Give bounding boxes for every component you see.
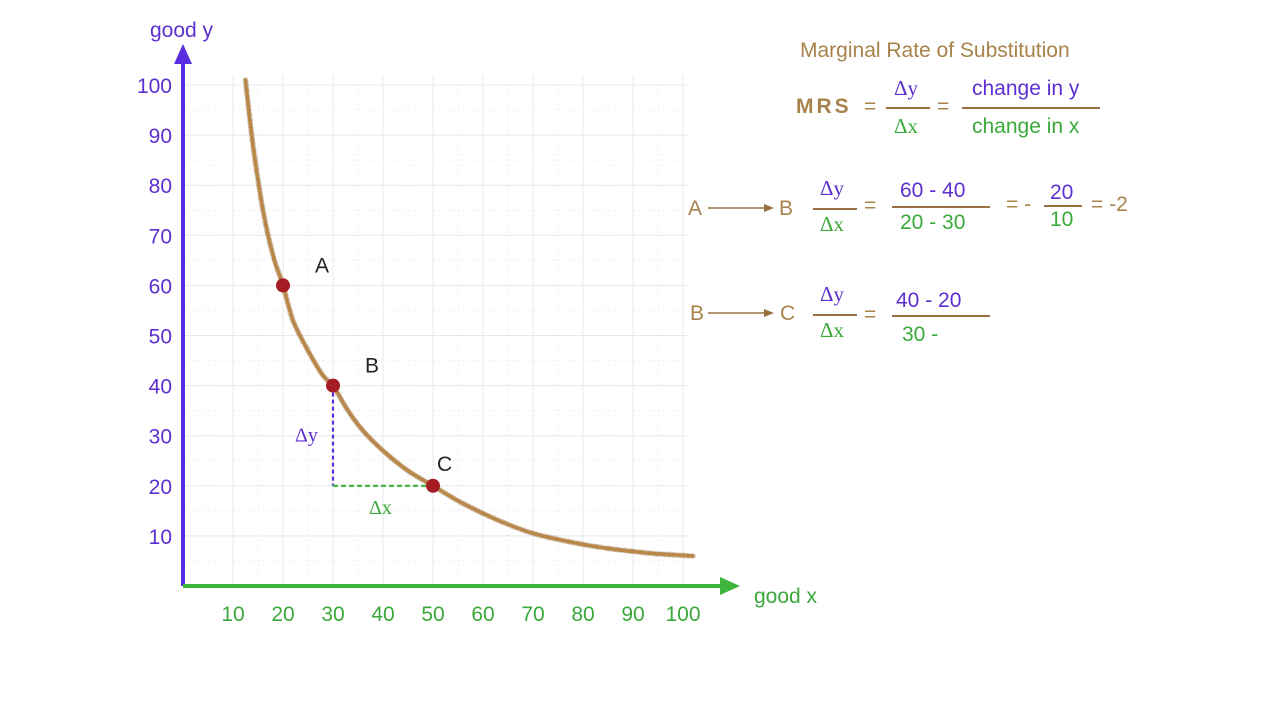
step-ab-from: A	[688, 197, 703, 220]
step-bc-value-line	[892, 315, 990, 317]
step-ab-negation: = -	[1006, 193, 1032, 216]
x-axis-arrow-icon	[720, 577, 740, 595]
step-ab-numerator: 60 - 40	[900, 179, 966, 202]
step-ab-delta-y: Δy	[820, 176, 845, 200]
change-in-x: change in x	[972, 115, 1080, 138]
step-ab-simplified-line	[1044, 205, 1082, 207]
x-tick-label: 10	[221, 603, 244, 626]
step-ab-value-line	[892, 206, 990, 208]
x-tick-label: 50	[421, 603, 444, 626]
y-tick-label: 70	[149, 225, 172, 248]
y-tick-label: 10	[149, 526, 172, 549]
x-axis-title: good x	[754, 585, 818, 608]
point-label-b: B	[365, 355, 379, 378]
y-tick-label: 20	[149, 476, 172, 499]
curve-point-b	[326, 378, 340, 393]
y-axis-arrow-icon	[174, 44, 192, 64]
change-in-y: change in y	[972, 77, 1080, 100]
chart-grid	[183, 74, 688, 586]
x-tick-label: 90	[621, 603, 644, 626]
step-ab-fraction-line	[813, 208, 857, 210]
y-tick-label: 80	[149, 175, 172, 198]
x-tick-label: 80	[571, 603, 594, 626]
points: A B C	[276, 254, 452, 493]
step-ab-numerator-2: 20	[1050, 181, 1074, 204]
delta-x-label: Δx	[369, 497, 392, 519]
step-bc-fraction-line	[813, 314, 857, 316]
tick-labels: 10 20 30 40 50 60 70 80 90 100 10 20 30 40 50 60 70 80 90 1…	[137, 75, 701, 626]
step-ab-delta-x: Δx	[820, 212, 845, 236]
y-tick-label: 100	[137, 75, 172, 98]
delta-guides: Δy Δx	[295, 385, 433, 519]
indifference-curve-shadow	[242, 77, 696, 559]
delta-y-label: Δy	[295, 425, 318, 447]
mrs-delta-x: Δx	[894, 114, 919, 138]
y-tick-label: 30	[149, 426, 172, 449]
mrs-equals: =	[864, 95, 877, 118]
x-tick-label: 20	[271, 603, 294, 626]
step-ab-equals: =	[864, 194, 877, 217]
curve-point-c	[426, 478, 440, 493]
indifference-curve	[243, 78, 695, 558]
point-label-c: C	[437, 453, 452, 476]
y-tick-label: 90	[149, 125, 172, 148]
step-bc-to: C	[780, 302, 796, 325]
mrs-delta-y: Δy	[894, 76, 919, 100]
y-tick-label: 50	[149, 326, 172, 349]
x-tick-label: 100	[665, 603, 700, 626]
mrs-equals-2: =	[937, 95, 950, 118]
step-bc-delta-x: Δx	[820, 318, 845, 342]
step-ab-result: = -2	[1091, 193, 1128, 216]
mrs-fraction-line	[886, 107, 930, 109]
step-ab-to: B	[779, 197, 794, 220]
y-axis-title: good y	[150, 19, 214, 42]
formula-title: Marginal Rate of Substitution	[800, 39, 1070, 62]
y-tick-label: 40	[149, 376, 172, 399]
curve-point-a	[276, 278, 290, 293]
change-fraction-line	[962, 107, 1100, 109]
curve-layer	[242, 77, 696, 559]
step-bc-equals: =	[864, 303, 877, 326]
x-tick-label: 70	[521, 603, 544, 626]
step-ab-denominator: 20 - 30	[900, 211, 966, 234]
mrs-label: MRS	[796, 95, 852, 118]
axes: good y good x	[150, 19, 818, 608]
step-bc-from: B	[690, 302, 705, 325]
y-tick-label: 60	[149, 275, 172, 298]
x-tick-label: 40	[371, 603, 394, 626]
step-ab-denominator-2: 10	[1050, 208, 1074, 231]
x-tick-label: 30	[321, 603, 344, 626]
step-bc-numerator: 40 - 20	[896, 289, 962, 312]
point-label-a: A	[315, 254, 329, 277]
x-tick-label: 60	[471, 603, 494, 626]
step-bc-delta-y: Δy	[820, 282, 845, 306]
step-bc-denominator: 30 -	[902, 323, 939, 346]
